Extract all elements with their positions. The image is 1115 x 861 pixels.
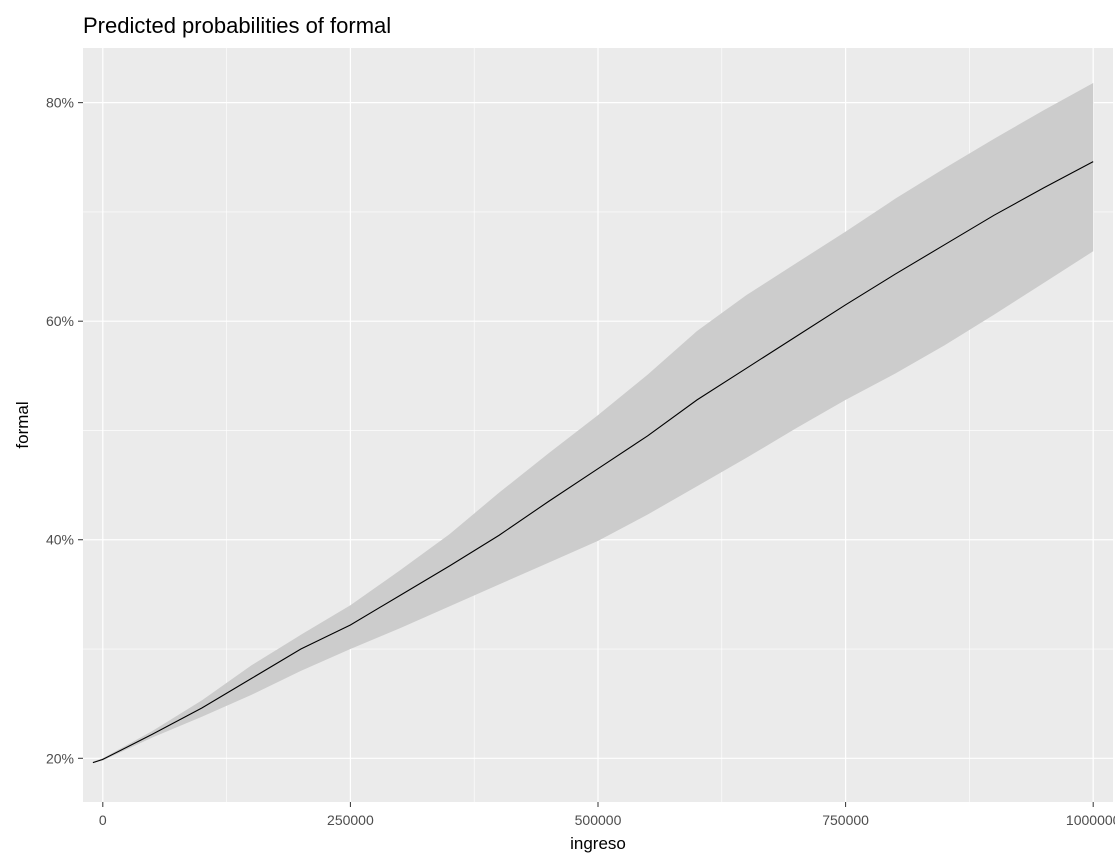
y-tick-label: 20% <box>46 750 74 766</box>
chart-title: Predicted probabilities of formal <box>83 13 391 38</box>
x-tick-label: 750000 <box>822 812 869 828</box>
y-axis: 20% 40% 60% 80% <box>46 95 83 766</box>
x-axis-label: ingreso <box>570 834 626 853</box>
x-axis: 0 250000 500000 750000 1000000 <box>99 802 1115 828</box>
x-tick-label: 1000000 <box>1066 812 1115 828</box>
confidence-band <box>92 82 1094 763</box>
y-axis-label: formal <box>13 401 32 448</box>
y-tick-label: 80% <box>46 95 74 111</box>
y-tick-label: 40% <box>46 532 74 548</box>
x-tick-label: 0 <box>99 812 107 828</box>
x-tick-label: 500000 <box>575 812 622 828</box>
x-tick-label: 250000 <box>327 812 374 828</box>
prediction-line <box>92 161 1094 764</box>
y-tick-label: 60% <box>46 313 74 329</box>
